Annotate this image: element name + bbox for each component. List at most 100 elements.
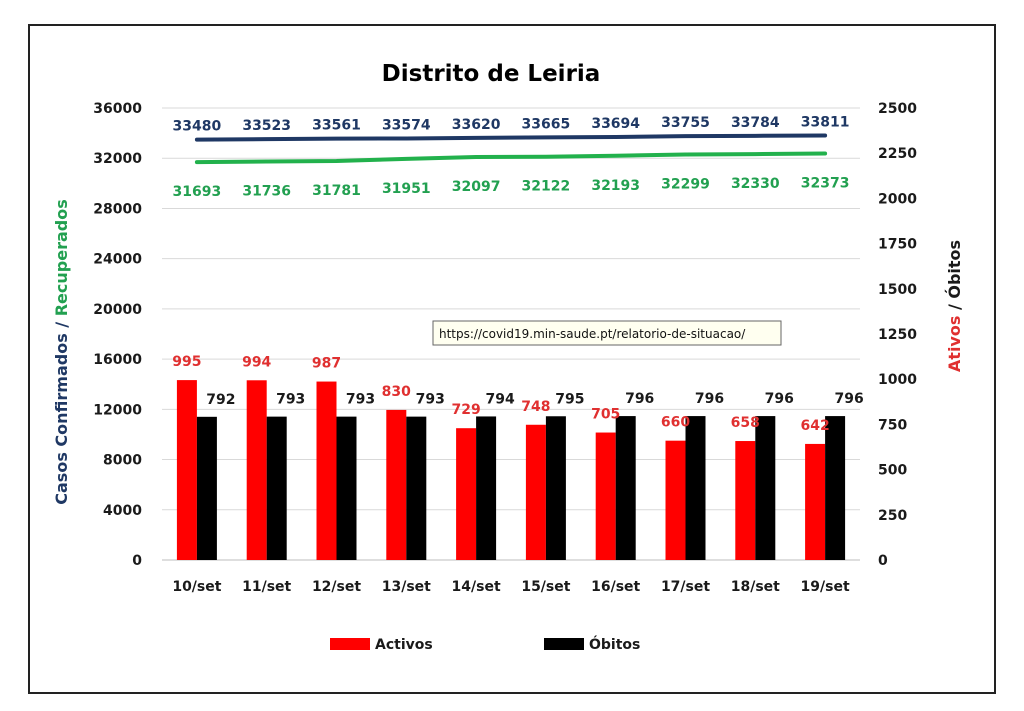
- data-label-obitos: 795: [555, 391, 584, 407]
- data-label-activos: 987: [312, 356, 341, 372]
- chart-title: Distrito de Leiria: [382, 61, 601, 87]
- data-label-activos: 830: [382, 384, 411, 400]
- bar-activos: [316, 381, 337, 560]
- data-label-confirmados: 33755: [661, 115, 710, 131]
- source-annotation: https://covid19.min-saude.pt/relatorio-d…: [432, 320, 782, 346]
- right-axis-ticks: 0 250 500 750 1000 1250 1500 1750 2000 2250 2500: [878, 101, 917, 569]
- right-tick-label: 1750: [878, 237, 917, 253]
- bar-obitos: [545, 416, 566, 560]
- right-tick-label: 2250: [878, 146, 917, 162]
- legend: Activos Óbitos: [330, 635, 640, 653]
- data-labels-layer: 995 994 987 830 729 748 705 660 658 642 792 793 793 7…: [172, 114, 863, 433]
- right-axis-title: Ativos / Óbitos: [945, 240, 964, 372]
- left-tick-label: 16000: [93, 352, 142, 368]
- x-axis-categories: 10/set 11/set 12/set 13/set 14/set 15/set 16/s…: [172, 579, 850, 595]
- data-label-activos: 748: [521, 399, 550, 415]
- right-tick-label: 1250: [878, 327, 917, 343]
- bars-layer: [176, 380, 846, 560]
- data-label-confirmados: 33480: [173, 119, 222, 135]
- data-label-recuperados: 32373: [801, 176, 850, 192]
- data-label-activos: 642: [800, 418, 829, 434]
- left-axis-title-separator: /: [52, 316, 71, 333]
- chart-frame: Distrito de Leiria 995 994 987 830 729 748 705…: [28, 24, 996, 694]
- data-label-obitos: 796: [834, 391, 863, 407]
- data-label-confirmados: 33523: [242, 118, 291, 134]
- bar-obitos: [406, 416, 427, 560]
- x-tick-label: 15/set: [521, 579, 570, 595]
- data-label-recuperados: 32193: [591, 178, 640, 194]
- left-axis-title-part-1: Casos Confirmados: [52, 333, 71, 504]
- right-tick-label: 500: [878, 463, 907, 479]
- data-label-obitos: 792: [206, 392, 235, 408]
- data-label-activos: 660: [661, 415, 690, 431]
- legend-swatch-obitos: [544, 638, 584, 650]
- data-label-recuperados: 31951: [382, 181, 431, 197]
- x-tick-label: 12/set: [312, 579, 361, 595]
- left-tick-label: 28000: [93, 201, 142, 217]
- bar-obitos: [685, 416, 706, 560]
- data-label-recuperados: 31781: [312, 183, 361, 199]
- x-tick-label: 18/set: [731, 579, 780, 595]
- bar-activos: [525, 424, 546, 560]
- data-label-obitos: 793: [276, 392, 305, 408]
- data-label-recuperados: 32330: [731, 176, 780, 192]
- bar-activos: [665, 440, 686, 560]
- bar-obitos: [196, 416, 217, 560]
- bar-obitos: [615, 416, 636, 560]
- bar-activos: [735, 441, 756, 560]
- left-tick-label: 0: [132, 553, 142, 569]
- bar-obitos: [825, 416, 846, 560]
- data-label-obitos: 793: [416, 392, 445, 408]
- x-tick-label: 14/set: [452, 579, 501, 595]
- right-tick-label: 1000: [878, 372, 917, 388]
- data-label-activos: 658: [731, 415, 760, 431]
- data-label-recuperados: 32097: [452, 179, 501, 195]
- right-axis-title-part-1: Ativos: [945, 316, 964, 372]
- data-label-confirmados: 33665: [522, 116, 571, 132]
- bar-obitos: [476, 416, 497, 560]
- data-label-obitos: 794: [485, 391, 514, 407]
- x-tick-label: 13/set: [382, 579, 431, 595]
- data-label-activos: 994: [242, 354, 271, 370]
- left-tick-label: 36000: [93, 101, 142, 117]
- left-axis-ticks: 0 4000 8000 12000 16000 20000 24000 28000 32000 3…: [93, 101, 142, 569]
- bar-obitos: [755, 416, 776, 560]
- data-label-obitos: 796: [765, 391, 794, 407]
- data-label-obitos: 793: [346, 392, 375, 408]
- bar-activos: [176, 380, 197, 560]
- left-tick-label: 12000: [93, 402, 142, 418]
- data-label-confirmados: 33620: [452, 117, 501, 133]
- left-axis-title: Casos Confirmados / Recuperados: [52, 199, 71, 504]
- line-confirmados: [194, 133, 828, 142]
- bar-activos: [805, 443, 826, 560]
- left-tick-label: 24000: [93, 252, 142, 268]
- data-label-confirmados: 33574: [382, 117, 431, 133]
- left-axis-title-part-2: Recuperados: [52, 199, 71, 316]
- chart-svg: Distrito de Leiria 995 994 987 830 729 748 705…: [52, 61, 964, 653]
- bar-obitos: [266, 416, 287, 560]
- legend-label-activos: Activos: [375, 637, 433, 653]
- data-label-obitos: 796: [695, 391, 724, 407]
- data-label-obitos: 796: [625, 391, 654, 407]
- data-label-recuperados: 32299: [661, 176, 710, 192]
- data-label-activos: 729: [451, 402, 480, 418]
- right-axis-title-separator: /: [945, 299, 964, 316]
- data-label-confirmados: 33694: [591, 116, 640, 132]
- data-label-recuperados: 31693: [173, 184, 222, 200]
- legend-label-obitos: Óbitos: [589, 635, 640, 653]
- left-tick-label: 32000: [93, 151, 142, 167]
- x-tick-label: 11/set: [242, 579, 291, 595]
- source-annotation-text: https://covid19.min-saude.pt/relatorio-d…: [439, 327, 746, 341]
- data-label-activos: 705: [591, 407, 620, 423]
- source-annotation-box: [432, 320, 782, 346]
- legend-swatch-activos: [330, 638, 370, 650]
- data-label-recuperados: 31736: [242, 184, 291, 200]
- bar-obitos: [336, 416, 357, 560]
- left-tick-label: 20000: [93, 302, 142, 318]
- lines-layer: [194, 133, 828, 165]
- left-tick-label: 4000: [103, 503, 142, 519]
- right-tick-label: 2500: [878, 101, 917, 117]
- bar-activos: [595, 432, 616, 560]
- line-recuperados: [194, 151, 828, 165]
- right-tick-label: 1500: [878, 282, 917, 298]
